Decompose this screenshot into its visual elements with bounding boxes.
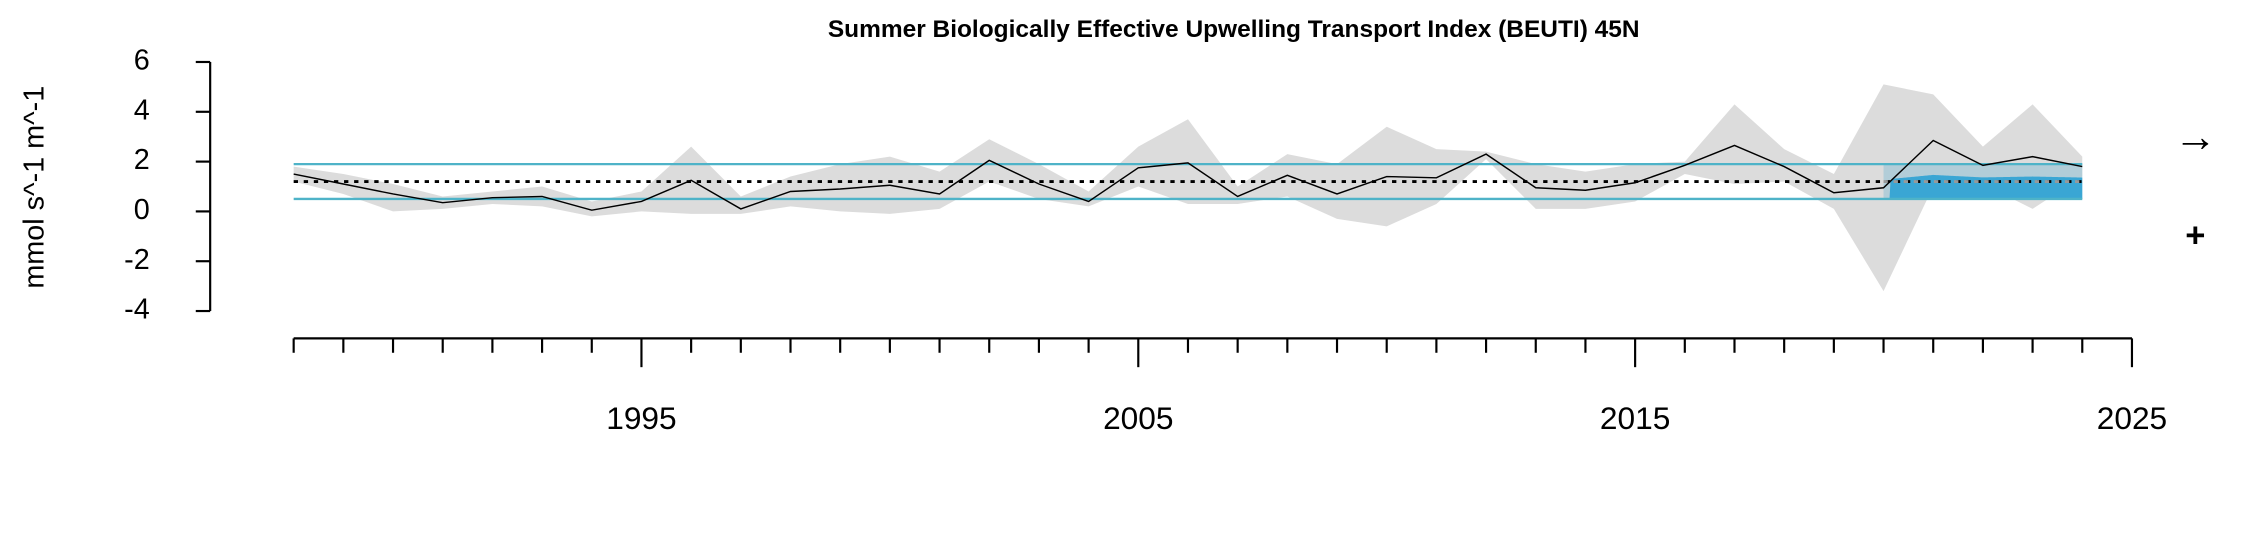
y-axis-label: mmol s^-1 m^-1 bbox=[19, 86, 51, 289]
chart-title: Summer Biologically Effective Upwelling … bbox=[828, 16, 1640, 43]
y-tick-label: 4 bbox=[134, 94, 150, 126]
x-tick-label: 1995 bbox=[606, 400, 676, 436]
index-line bbox=[293, 139, 2083, 211]
above-mean-fill bbox=[1883, 174, 2083, 199]
y-tick-label: -2 bbox=[124, 244, 150, 276]
trend-symbol: → bbox=[2174, 113, 2217, 161]
y-tick-label: -4 bbox=[124, 294, 150, 326]
y-tick-label: 0 bbox=[134, 194, 150, 226]
x-tick-label: 2025 bbox=[2097, 400, 2167, 436]
x-tick-label: 2015 bbox=[1600, 400, 1670, 436]
uncertainty-band bbox=[293, 84, 2083, 292]
y-tick-label: 2 bbox=[134, 144, 150, 176]
mean-symbol: + bbox=[2185, 217, 2205, 255]
x-tick-label: 2005 bbox=[1103, 400, 1173, 436]
y-tick-label: 6 bbox=[134, 45, 150, 77]
